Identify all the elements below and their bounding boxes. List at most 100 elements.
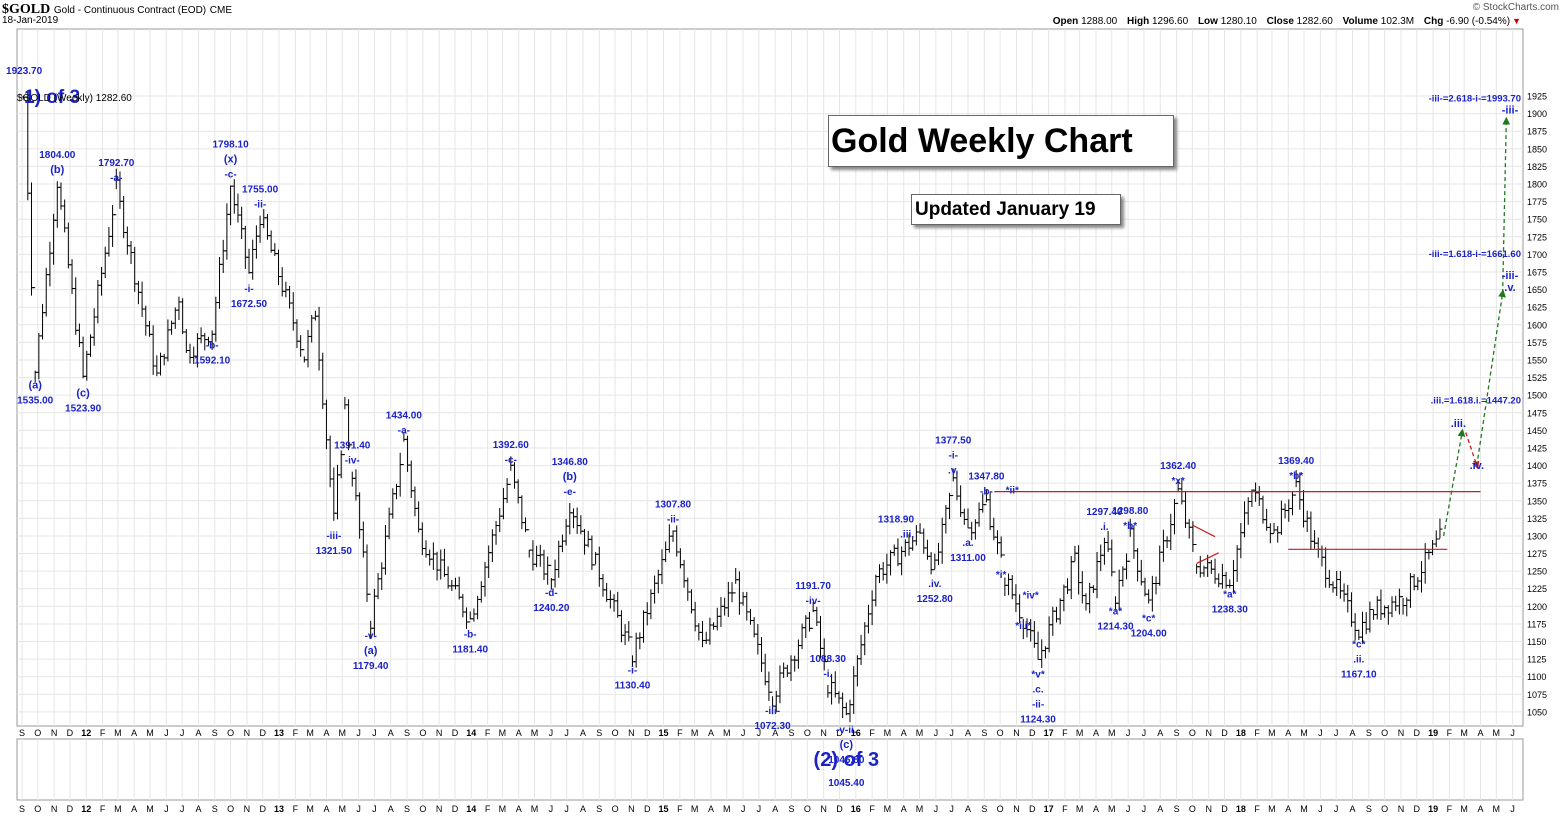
wave-annotation: 1046.80	[828, 755, 865, 766]
y-tick-label: 1850	[1527, 144, 1547, 154]
x-tick-label: J	[564, 728, 569, 738]
projection-arrow	[1465, 432, 1480, 470]
wave-annotation: .iv.	[928, 579, 941, 590]
y-tick-label: 1275	[1527, 549, 1547, 559]
x-tick-label: A	[1285, 728, 1291, 738]
x-tick-label: N	[436, 728, 443, 738]
wave-annotation: .ii.	[1353, 654, 1364, 665]
x-tick-label: A	[388, 804, 394, 814]
x-tick-label: A	[965, 804, 971, 814]
wave-annotation: .a.	[962, 538, 973, 549]
wave-annotation: *x*	[1171, 476, 1184, 487]
x-tick-label: N	[1205, 804, 1212, 814]
x-tick-label: D	[67, 804, 74, 814]
wave-annotation: 1179.40	[353, 661, 389, 672]
x-tick-label: O	[612, 728, 619, 738]
y-tick-label: 1125	[1527, 655, 1546, 665]
x-tick-label: A	[1157, 804, 1163, 814]
x-tick-label: M	[1460, 728, 1468, 738]
low-label: Low	[1197, 16, 1218, 27]
open-value: 1288.00	[1081, 16, 1118, 27]
x-tick-label: F	[677, 728, 683, 738]
x-tick-label: A	[580, 728, 586, 738]
wave-annotation: .v.	[948, 465, 959, 476]
y-tick-label: 1375	[1527, 479, 1547, 489]
projection-label: -iii-	[1502, 270, 1519, 282]
x-tick-label: O	[419, 804, 426, 814]
wave-annotation: -i.	[823, 669, 832, 680]
close-value: 1282.60	[1296, 16, 1333, 27]
y-tick-label: 1425	[1527, 443, 1547, 453]
x-tick-label: N	[820, 804, 827, 814]
x-tick-label: M	[1300, 804, 1308, 814]
y-tick-label: 1325	[1527, 514, 1547, 524]
wave-annotation: 1318.90	[878, 515, 915, 526]
x-tick-label: F	[1447, 728, 1453, 738]
wave-annotation: .iii.	[900, 530, 914, 541]
x-tick-label: M	[723, 804, 731, 814]
y-tick-label: 1475	[1527, 408, 1547, 418]
x-tick-label: S	[212, 804, 218, 814]
x-tick-label: D	[836, 804, 843, 814]
symbol: $GOLD	[2, 2, 51, 17]
wave-annotation: -iv-	[345, 456, 360, 467]
x-tick-label: N	[1398, 728, 1405, 738]
x-tick-label: F	[1254, 728, 1260, 738]
wave-annotation: (x)	[224, 153, 238, 165]
x-tick-label: J	[1510, 804, 1515, 814]
x-tick-label: F	[485, 728, 491, 738]
wave-annotation: *a*	[1223, 589, 1236, 600]
wave-annotation: 1) of 3	[24, 87, 80, 108]
y-tick-label: 1650	[1527, 285, 1547, 295]
x-tick-label: S	[1174, 804, 1180, 814]
x-tick-label: O	[1189, 804, 1196, 814]
projection-label: -iii-	[1502, 105, 1519, 117]
wave-annotation: -i-	[949, 450, 958, 461]
x-tick-label: O	[997, 728, 1004, 738]
y-tick-label: 1350	[1527, 496, 1547, 506]
x-tick-label: 13	[274, 804, 284, 814]
update-box: Updated January 19	[911, 194, 1121, 225]
x-tick-label: J	[1318, 804, 1323, 814]
wave-annotation: 1191.70	[795, 581, 831, 592]
wave-2-low-value: 1045.40	[828, 778, 865, 789]
y-tick-label: 1925	[1527, 92, 1547, 102]
y-tick-label: 1675	[1527, 268, 1547, 278]
x-tick-label: M	[114, 804, 122, 814]
x-tick-label: D	[644, 728, 651, 738]
x-tick-label: F	[293, 804, 299, 814]
y-tick-label: 1400	[1527, 461, 1547, 471]
x-tick-label: J	[934, 804, 939, 814]
x-tick-label: M	[1108, 728, 1116, 738]
x-tick-label: J	[1334, 728, 1339, 738]
x-tick-label: M	[1460, 804, 1468, 814]
x-tick-label: M	[1076, 804, 1084, 814]
x-tick-label: F	[869, 728, 875, 738]
wave-annotation: 1130.40	[615, 680, 651, 691]
chart-title: Gold Weekly Chart	[831, 122, 1133, 160]
change-label: Chg	[1423, 16, 1444, 27]
x-tick-label: M	[114, 728, 122, 738]
x-tick-label: M	[146, 804, 154, 814]
x-tick-label: 13	[274, 728, 284, 738]
wave-annotation: -d-	[545, 588, 558, 599]
x-tick-label: 18	[1236, 804, 1246, 814]
wave-annotation: -v-ii.	[836, 725, 857, 736]
wave-annotation: -iii-	[326, 531, 341, 542]
x-tick-label: N	[436, 804, 443, 814]
x-tick-label: J	[372, 728, 377, 738]
x-tick-label: A	[901, 728, 907, 738]
x-tick-label: F	[485, 804, 491, 814]
y-tick-label: 1550	[1527, 355, 1547, 365]
y-tick-label: 1500	[1527, 391, 1547, 401]
x-tick-label: J	[1126, 804, 1131, 814]
x-tick-label: N	[51, 804, 58, 814]
x-tick-label: J	[757, 728, 762, 738]
x-tick-label: A	[1477, 728, 1483, 738]
x-tick-label: O	[997, 804, 1004, 814]
high-label: High	[1127, 16, 1150, 27]
x-tick-label: A	[965, 728, 971, 738]
projection-label: .v.	[1504, 282, 1515, 294]
x-tick-label: J	[1126, 728, 1131, 738]
x-tick-label: J	[564, 804, 569, 814]
